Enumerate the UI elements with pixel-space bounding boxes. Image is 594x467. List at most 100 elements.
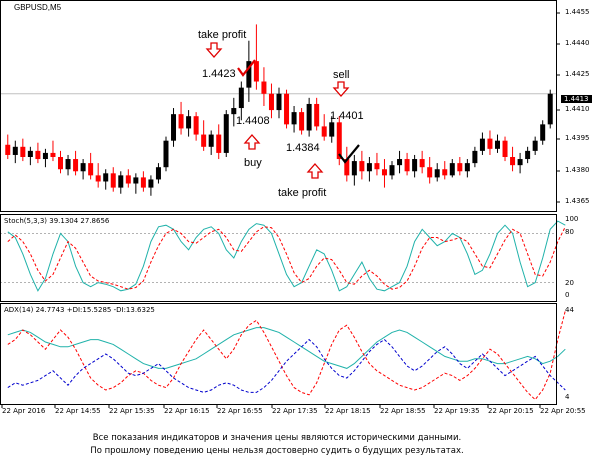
time-label-3: 22 Apr 16:15 [164, 407, 210, 415]
take-profit-label-bottom: take profit [278, 187, 327, 199]
stoch-signal-line [7, 226, 566, 290]
checkmark-black-icon [338, 144, 360, 164]
price-tick-4: 1.4410 [565, 105, 590, 113]
candle-body [412, 159, 418, 172]
candle-body [50, 152, 56, 157]
candle-body [547, 93, 553, 125]
candle-body [336, 122, 342, 160]
candle-body [517, 159, 523, 166]
time-label-2: 22 Apr 15:35 [109, 407, 155, 415]
candle-body [110, 173, 116, 188]
candle-body [366, 163, 372, 172]
candle-body [359, 161, 365, 172]
candle-body [381, 169, 387, 176]
candle-body [487, 138, 493, 149]
candle-body [284, 93, 290, 125]
chart-canvas [0, 0, 566, 408]
adx-tick-44: 44 [565, 306, 574, 314]
stochastic-panel [0, 220, 566, 292]
current-price-tag: 1.4413 [561, 95, 592, 103]
candle-body [389, 165, 395, 176]
candle-body [291, 112, 297, 125]
stoch-tick-80: 80 [565, 228, 574, 236]
adx-tick-4: 4 [565, 393, 570, 401]
candle-body [27, 150, 33, 157]
price-tick-7: 1.4365 [565, 197, 590, 205]
candle-body [208, 134, 214, 147]
stoch-indicator-label: Stoch(5,3,3) 39.1304 27.8656 [4, 217, 110, 225]
sell-arrow-down-icon [332, 81, 350, 97]
stoch-tick-100: 100 [565, 215, 579, 223]
candle-body [193, 116, 199, 135]
time-label-4: 22 Apr 16:55 [217, 407, 263, 415]
candle-body [397, 159, 403, 166]
candle-body [148, 179, 154, 188]
price-label-1-4408: 1.4408 [236, 115, 270, 127]
stoch-main-line [7, 220, 566, 292]
adx-panel-frame [0, 303, 557, 405]
candle-body [140, 177, 146, 188]
adx-panel [7, 310, 566, 401]
candle-body [329, 122, 335, 137]
candle-body [442, 169, 448, 176]
candle-body [231, 108, 237, 115]
candle-body [268, 93, 274, 111]
disclaimer: Все показания индикаторов и значения цен… [0, 432, 594, 458]
candle-body [494, 140, 500, 149]
candle-body [163, 140, 169, 168]
price-tick-5: 1.4395 [565, 134, 590, 142]
price-panel [0, 24, 556, 196]
candle-body [532, 140, 538, 151]
candle-body [525, 150, 531, 160]
buy-label: buy [244, 157, 262, 169]
candle-body [186, 116, 192, 129]
time-label-1: 22 Apr 14:55 [55, 407, 101, 415]
time-label-9: 22 Apr 20:15 [488, 407, 534, 415]
time-label-10: 22 Apr 20:55 [540, 407, 586, 415]
take-profit-arrow-down-icon [205, 42, 223, 58]
adx-di-line [7, 338, 566, 393]
price-label-1-4423: 1.4423 [202, 68, 236, 80]
candle-body [216, 134, 222, 153]
candle-body [178, 114, 184, 129]
candle-body [12, 146, 18, 155]
candle-body [73, 159, 79, 172]
candle-body [223, 114, 229, 153]
adx-adx-line [7, 327, 566, 369]
candle-body [155, 167, 161, 180]
candle-body [65, 159, 71, 170]
candle-body [80, 163, 86, 172]
time-label-6: 22 Apr 18:15 [325, 407, 371, 415]
candle-body [540, 124, 546, 141]
candle-body [125, 175, 131, 184]
price-panel-frame [0, 0, 557, 212]
stoch-tick-20: 20 [565, 279, 574, 287]
candle-body [238, 87, 244, 109]
price-label-1-4401: 1.4401 [330, 110, 364, 122]
candle-body [449, 163, 455, 176]
candle-body [95, 175, 101, 182]
stoch-panel-frame [0, 214, 557, 302]
candle-body [374, 163, 380, 170]
price-tick-2: 1.4440 [565, 39, 590, 47]
candle-body [472, 150, 478, 164]
candle-body [35, 150, 41, 160]
candle-body [314, 103, 320, 127]
candle-body [464, 163, 470, 172]
candle-body [261, 81, 267, 94]
candle-body [427, 167, 433, 178]
candle-body [118, 175, 124, 188]
price-label-1-4384: 1.4384 [286, 142, 320, 154]
symbol-label: GBPUSD,M5 [14, 3, 62, 12]
time-label-7: 22 Apr 18:55 [380, 407, 426, 415]
sell-label: sell [333, 69, 350, 81]
adx-di-line [7, 310, 566, 401]
candle-body [201, 134, 207, 147]
candle-body [344, 159, 350, 176]
candle-body [434, 169, 440, 178]
adx-indicator-label: ADX(14) 24.7743 +DI:15.5285 -DI:13.6325 [4, 306, 155, 314]
candle-body [58, 157, 64, 170]
candle-body [502, 140, 508, 157]
candle-body [419, 159, 425, 168]
time-label-0: 22 Apr 2016 [2, 407, 46, 415]
